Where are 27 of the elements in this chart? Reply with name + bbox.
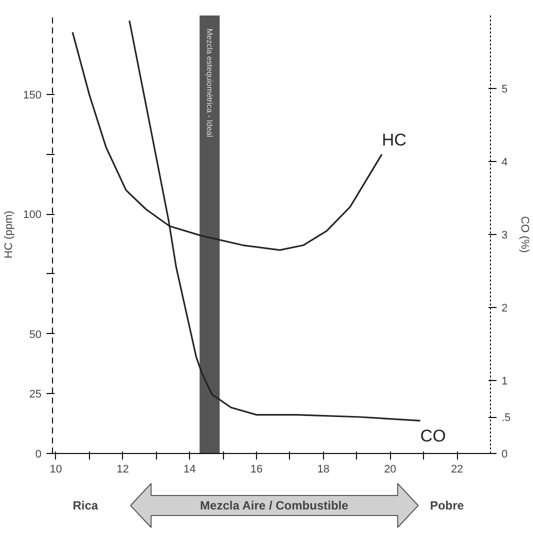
y2-axis-title: CO (%) [518,216,531,253]
x-tick-label: 20 [384,464,396,476]
band-label: Mezcla estequiométrica - Ideal [205,28,214,138]
y2-tick-label: .5 [502,412,511,424]
text: Mezcla Aire / Combustible [200,498,349,512]
y2-tick-label: 5 [502,84,508,96]
y2-tick-label: 1 [502,376,508,388]
x-tick-label: 18 [317,464,330,476]
y2-tick-label: 2 [502,302,508,314]
y-tick-label: 150 [23,89,42,102]
series-label: CO [420,426,446,446]
y-tick-label: 0 [35,448,42,460]
x-tick-label: 14 [183,464,196,476]
text: Rica [72,498,98,512]
y-tick-label: 100 [23,209,42,222]
y-axis-title: HC (ppm) [3,210,16,258]
y2-tick-label: 3 [502,230,508,242]
y2-tick-label: 4 [502,156,508,168]
text: Pobre [430,498,464,512]
y-tick-label: 50 [29,328,42,341]
series-label: HC [382,130,406,150]
y2-tick-label: 0 [502,448,508,460]
x-tick-label: 12 [116,464,129,476]
x-tick-label: 22 [450,464,464,476]
x-tick-label: 16 [250,464,263,476]
x-tick-label: 10 [50,464,62,476]
y-tick-label: 25 [29,388,42,401]
